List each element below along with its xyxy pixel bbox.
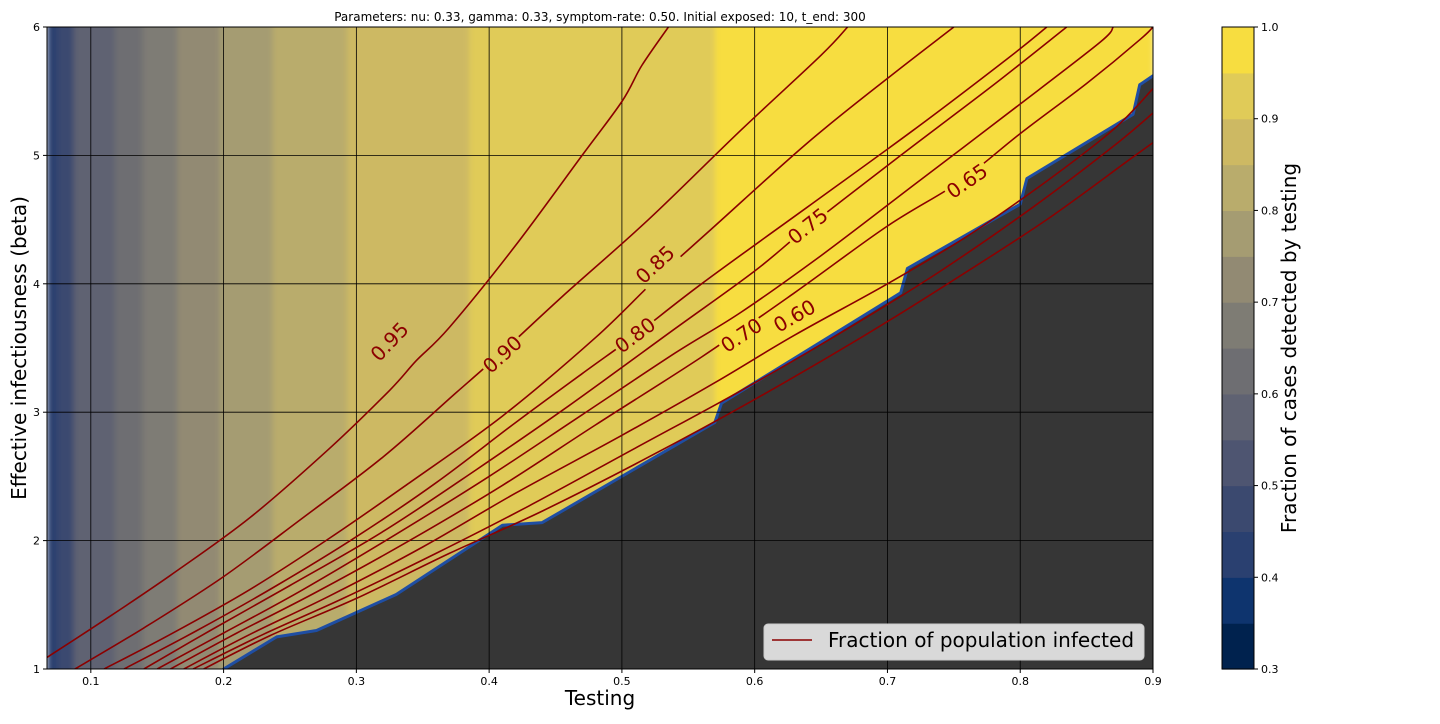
contour-line xyxy=(74,27,849,669)
colorbar-tick-label: 0.9 xyxy=(1261,113,1279,126)
colorbar-tick-label: 0.8 xyxy=(1261,204,1279,217)
colorbar-level xyxy=(1222,577,1254,624)
y-tick-label: 2 xyxy=(33,535,40,548)
contour-line xyxy=(143,27,1068,669)
heatmap-band xyxy=(142,27,179,669)
y-tick-label: 4 xyxy=(33,278,40,291)
heatmap-band xyxy=(272,27,349,669)
x-tick-label: 0.1 xyxy=(82,675,100,688)
x-axis-label: Testing xyxy=(564,686,635,710)
contour-line xyxy=(203,141,1153,669)
y-tick-label: 5 xyxy=(33,149,40,162)
x-axis-ticks: 0.1 0.2 0.3 0.4 0.5 0.6 0.7 0.8 0.9 xyxy=(82,669,1162,688)
colorbar-tick-label: 0.5 xyxy=(1261,480,1279,493)
plot-frame xyxy=(46,26,1154,670)
grid-lines xyxy=(47,27,1153,669)
heatmap-band xyxy=(114,27,144,669)
heatmap-band xyxy=(219,27,274,669)
colorbar-level xyxy=(1222,485,1254,533)
colorbar-label: Fraction of cases detected by testing xyxy=(1277,163,1301,533)
no-data-region xyxy=(222,74,1153,669)
colorbar-level xyxy=(1222,256,1254,303)
colorbar-tick-label: 0.3 xyxy=(1261,663,1279,676)
x-tick-label: 0.6 xyxy=(746,675,764,688)
heatmap-band xyxy=(47,27,59,669)
contour-line xyxy=(123,27,1048,669)
contour-line xyxy=(170,27,1153,669)
colorbar-level xyxy=(1222,72,1254,120)
colorbar-level xyxy=(1222,439,1254,487)
x-tick-label: 0.2 xyxy=(215,675,233,688)
contour-line-group xyxy=(47,27,1153,669)
colorbar-frame xyxy=(1221,26,1255,670)
legend-box xyxy=(763,623,1145,661)
colorbar-level xyxy=(1222,302,1254,349)
contour-line xyxy=(183,88,1153,669)
chart-title: Parameters: nu: 0.33, gamma: 0.33, sympt… xyxy=(334,10,866,24)
x-tick-label: 0.5 xyxy=(613,675,631,688)
colorbar-level xyxy=(1222,27,1254,74)
x-tick-label: 0.7 xyxy=(879,675,897,688)
contour-line xyxy=(47,27,670,659)
heatmap-band xyxy=(73,27,116,669)
colorbar-level xyxy=(1222,118,1254,166)
y-tick-label: 6 xyxy=(33,21,40,34)
legend: Fraction of population infected xyxy=(763,623,1145,661)
x-tick-label: 0.8 xyxy=(1011,675,1029,688)
colorbar-blocks xyxy=(1222,27,1254,670)
y-axis-label: Effective infectiousness (beta) xyxy=(7,196,31,500)
colorbar-level xyxy=(1222,210,1254,257)
plot-area: 0.95 0.900.850.800.750.700.650.60 xyxy=(47,27,1153,669)
colorbar-tick-label: 1.0 xyxy=(1261,21,1279,34)
x-tick-label: 0.9 xyxy=(1144,675,1162,688)
colorbar-level xyxy=(1222,348,1254,395)
heatmap-band xyxy=(177,27,221,669)
x-tick-label: 0.4 xyxy=(480,675,498,688)
heatmap-band xyxy=(57,27,75,669)
contour-line xyxy=(156,27,1114,669)
contour-line xyxy=(192,112,1153,669)
colorbar-tick-label: 0.7 xyxy=(1261,296,1279,309)
colorbar-tick-label: 0.6 xyxy=(1261,388,1279,401)
colorbar-level xyxy=(1222,531,1254,578)
y-tick-label: 1 xyxy=(33,663,40,676)
colorbar-tick-label: 0.4 xyxy=(1261,571,1279,584)
y-tick-label: 3 xyxy=(33,406,40,419)
colorbar-level xyxy=(1222,393,1254,441)
colorbar-ticks: 0.3 0.4 0.5 0.6 0.7 0.8 0.9 1.0 xyxy=(1254,21,1279,676)
colorbar-level xyxy=(1222,623,1254,670)
colorbar-level xyxy=(1222,164,1254,212)
contour-line xyxy=(103,27,955,669)
y-axis-ticks: 1 2 3 4 5 6 xyxy=(33,21,47,676)
legend-entry-label: Fraction of population infected xyxy=(828,628,1134,652)
colorbar: 0.3 0.4 0.5 0.6 0.7 0.8 0.9 1.0 Fraction of cas… xyxy=(1221,21,1301,676)
x-tick-label: 0.3 xyxy=(348,675,366,688)
